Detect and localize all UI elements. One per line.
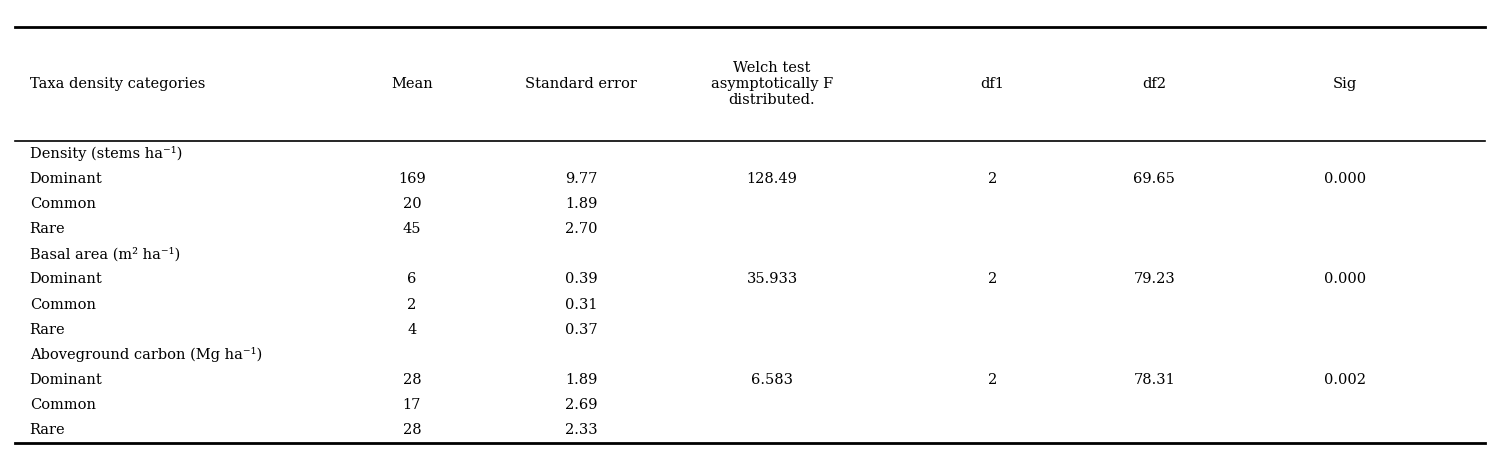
Text: Common: Common — [30, 398, 96, 412]
Text: 1.89: 1.89 — [566, 373, 597, 387]
Text: 2: 2 — [988, 373, 998, 387]
Text: 0.000: 0.000 — [1324, 171, 1366, 186]
Text: Taxa density categories: Taxa density categories — [30, 77, 206, 91]
Text: 45: 45 — [402, 222, 422, 236]
Text: 20: 20 — [402, 197, 422, 211]
Text: Dominant: Dominant — [30, 272, 102, 286]
Text: 6.583: 6.583 — [752, 373, 794, 387]
Text: Rare: Rare — [30, 222, 66, 236]
Text: 0.31: 0.31 — [564, 297, 597, 312]
Text: 2: 2 — [988, 272, 998, 286]
Text: Sig: Sig — [1334, 77, 1358, 91]
Text: Density (stems ha⁻¹): Density (stems ha⁻¹) — [30, 146, 182, 161]
Text: 78.31: 78.31 — [1134, 373, 1174, 387]
Text: 79.23: 79.23 — [1134, 272, 1174, 286]
Text: Rare: Rare — [30, 424, 66, 437]
Text: 17: 17 — [402, 398, 422, 412]
Text: 0.37: 0.37 — [564, 323, 597, 337]
Text: 28: 28 — [402, 373, 422, 387]
Text: Dominant: Dominant — [30, 373, 102, 387]
Text: Dominant: Dominant — [30, 171, 102, 186]
Text: 4: 4 — [408, 323, 417, 337]
Text: Basal area (m² ha⁻¹): Basal area (m² ha⁻¹) — [30, 247, 180, 261]
Text: 169: 169 — [398, 171, 426, 186]
Text: 6: 6 — [406, 272, 417, 286]
Text: Standard error: Standard error — [525, 77, 638, 91]
Text: 2.69: 2.69 — [564, 398, 597, 412]
Text: Rare: Rare — [30, 323, 66, 337]
Text: df2: df2 — [1143, 77, 1167, 91]
Text: 2.70: 2.70 — [564, 222, 597, 236]
Text: 0.000: 0.000 — [1324, 272, 1366, 286]
Text: 35.933: 35.933 — [747, 272, 798, 286]
Text: 2: 2 — [988, 171, 998, 186]
Text: Common: Common — [30, 297, 96, 312]
Text: 0.39: 0.39 — [564, 272, 597, 286]
Text: 128.49: 128.49 — [747, 171, 798, 186]
Text: 9.77: 9.77 — [566, 171, 597, 186]
Text: 69.65: 69.65 — [1134, 171, 1174, 186]
Text: 2: 2 — [408, 297, 417, 312]
Text: 2.33: 2.33 — [564, 424, 597, 437]
Text: Mean: Mean — [392, 77, 433, 91]
Text: Aboveground carbon (Mg ha⁻¹): Aboveground carbon (Mg ha⁻¹) — [30, 348, 262, 362]
Text: Welch test
asymptotically F
distributed.: Welch test asymptotically F distributed. — [711, 61, 833, 107]
Text: df1: df1 — [981, 77, 1005, 91]
Text: Common: Common — [30, 197, 96, 211]
Text: 28: 28 — [402, 424, 422, 437]
Text: 0.002: 0.002 — [1324, 373, 1366, 387]
Text: 1.89: 1.89 — [566, 197, 597, 211]
